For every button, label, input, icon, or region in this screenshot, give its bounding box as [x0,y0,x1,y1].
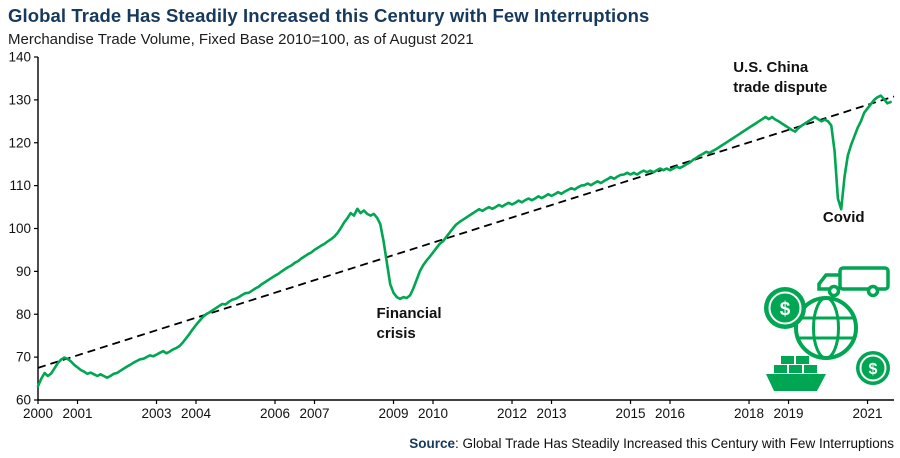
y-tick-label: 140 [8,50,31,65]
x-tick-label: 2012 [497,406,527,421]
trend-line [37,95,895,369]
y-tick-label: 120 [8,135,31,150]
y-tick-label: 100 [8,221,31,236]
trade-volume-line [36,94,892,388]
y-tick-label: 80 [16,307,31,322]
x-tick-label: 2004 [181,406,212,421]
x-tick-label: 2010 [418,406,448,421]
x-tick-label: 2006 [260,406,290,421]
cargo-ship-icon [766,356,826,391]
annotation-financial-crisis: crisis [377,325,416,342]
source-note: Source: Global Trade Has Steadily Increa… [409,436,894,451]
x-tick-label: 2003 [141,406,171,421]
y-tick-label: 90 [16,264,31,279]
dollar-coin-icon: $ [764,287,806,329]
x-tick-label: 2019 [774,406,804,421]
annotation-covid: Covid [823,209,865,226]
x-tick-label: 2013 [536,406,566,421]
x-tick-label: 2016 [655,406,685,421]
globe-icon [794,296,858,360]
dollar-coin-small-icon: $ [856,351,890,385]
dollar-sign: $ [869,361,878,378]
x-tick-label: 2018 [734,406,764,421]
x-tick-label: 2021 [853,406,883,421]
x-tick-label: 2001 [62,406,92,421]
page-subtitle: Merchandise Trade Volume, Fixed Base 201… [8,31,474,48]
global-trade-icon: $ $ [764,266,890,391]
annotation-us-china-trade-dispute: trade dispute [733,79,827,96]
y-tick-label: 110 [9,178,31,193]
annotation-us-china-trade-dispute: U.S. China [733,59,809,76]
y-tick-label: 130 [8,92,31,107]
source-text: : Global Trade Has Steadily Increased th… [455,436,894,451]
x-tick-label: 2009 [378,406,408,421]
x-tick-label: 2015 [616,406,646,421]
y-tick-label: 60 [16,393,31,408]
dollar-sign: $ [780,299,791,320]
source-label: Source [409,436,456,451]
delivery-truck-icon [817,266,890,298]
y-tick-label: 70 [16,350,31,365]
x-tick-label: 2007 [299,406,329,421]
page-title: Global Trade Has Steadily Increased this… [8,5,650,26]
annotation-financial-crisis: Financial [377,305,442,322]
x-tick-label: 2000 [23,406,53,421]
